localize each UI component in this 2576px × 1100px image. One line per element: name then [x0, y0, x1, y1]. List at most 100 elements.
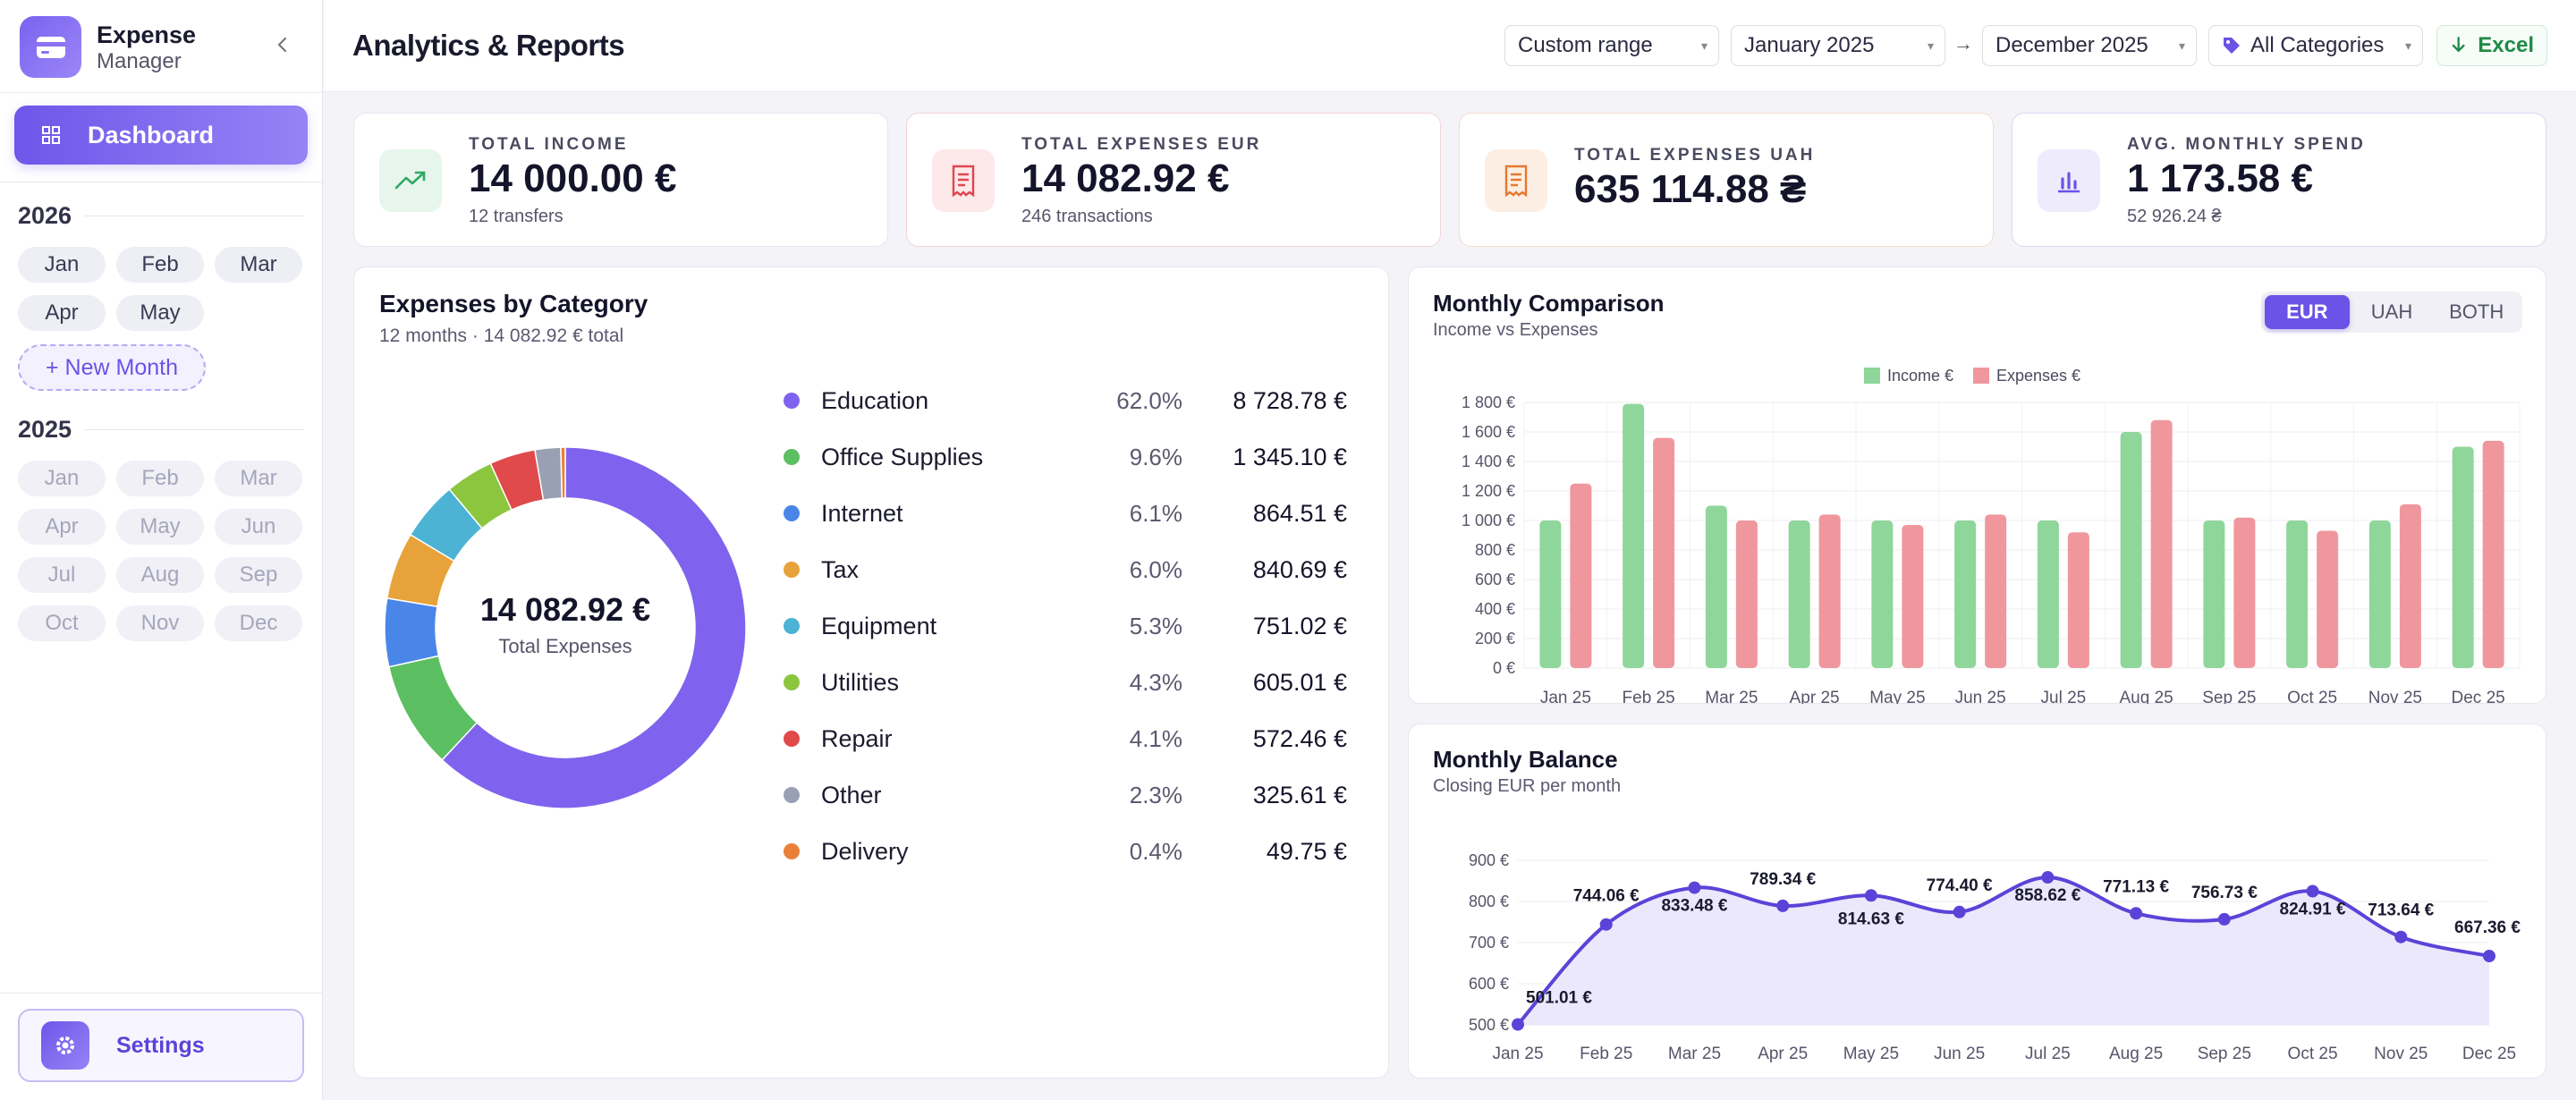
monthly-comparison-chart: 0 € 200 € 400 € 600 € 800 € 1 000 € 1 200 € 1 4…: [1462, 367, 2521, 704]
wallet-icon: [20, 16, 81, 78]
to-month-select[interactable]: December 2025 ▾: [1982, 25, 2197, 66]
month-pill[interactable]: Aug: [116, 557, 204, 593]
month-pill[interactable]: Jun: [215, 509, 302, 545]
new-month-button[interactable]: + New Month: [18, 344, 206, 391]
month-pill[interactable]: Dec: [215, 605, 302, 641]
category-legend-row[interactable]: Internet 6.1% 864.51 €: [784, 495, 1347, 531]
bar-income[interactable]: [1788, 520, 1810, 668]
brand-title: Expense: [97, 21, 197, 48]
month-pill[interactable]: Mar: [215, 247, 302, 283]
toggle-uah[interactable]: UAH: [2370, 300, 2413, 323]
kpi-label: TOTAL INCOME: [469, 135, 629, 154]
bar-income[interactable]: [2203, 520, 2225, 668]
category-legend-row[interactable]: Other 2.3% 325.61 €: [784, 777, 1347, 813]
toggle-both[interactable]: BOTH: [2449, 300, 2504, 323]
bar-expenses[interactable]: [1570, 483, 1592, 668]
category-name: Office Supplies: [821, 443, 984, 470]
bar-income[interactable]: [2037, 520, 2059, 668]
y-tick-label: 1 000 €: [1462, 512, 1515, 529]
month-pill[interactable]: Feb: [116, 247, 204, 283]
bar-expenses[interactable]: [1653, 437, 1675, 668]
settings-button[interactable]: Settings: [18, 1009, 304, 1082]
balance-point[interactable]: [1953, 905, 1966, 918]
balance-point[interactable]: [2483, 950, 2496, 963]
category-name: Tax: [821, 555, 860, 583]
month-pill[interactable]: Jul: [18, 557, 106, 593]
monthly-comparison-panel: [1408, 267, 2546, 704]
bar-expenses[interactable]: [2482, 440, 2504, 668]
category-legend-row[interactable]: Delivery 0.4% 49.75 €: [784, 833, 1347, 869]
month-pill[interactable]: May: [116, 295, 204, 331]
collapse-sidebar-button[interactable]: [268, 30, 297, 59]
y-tick-label: 1 200 €: [1462, 482, 1515, 500]
data-label: 744.06 €: [1573, 887, 1640, 906]
bar-income[interactable]: [1539, 520, 1562, 668]
category-legend-row[interactable]: Education 62.0% 8 728.78 €: [784, 383, 1347, 419]
category-legend-row[interactable]: Equipment 5.3% 751.02 €: [784, 608, 1347, 644]
x-tick-label: Jul 25: [2025, 1045, 2071, 1063]
balance-point[interactable]: [1688, 881, 1701, 894]
bar-income[interactable]: [1705, 505, 1727, 669]
month-pill[interactable]: Feb: [116, 461, 204, 496]
bar-income[interactable]: [1954, 520, 1977, 668]
bar-income[interactable]: [2120, 432, 2142, 668]
balance-line: [1516, 876, 2490, 1026]
category-legend-row[interactable]: Repair 4.1% 572.46 €: [784, 721, 1347, 757]
legend-label: Income €: [1887, 367, 1953, 385]
bar-income[interactable]: [2286, 520, 2309, 668]
x-tick-label: Oct 25: [2287, 689, 2337, 704]
balance-point[interactable]: [2130, 907, 2143, 920]
bar-income[interactable]: [1623, 403, 1645, 668]
month-pill[interactable]: Sep: [215, 557, 302, 593]
from-month-select[interactable]: January 2025 ▾: [1731, 25, 1945, 66]
month-pill[interactable]: Jan: [18, 247, 106, 283]
month-pill[interactable]: Nov: [116, 605, 204, 641]
month-pill[interactable]: Apr: [18, 509, 106, 545]
excel-export-button[interactable]: Excel: [2436, 25, 2547, 66]
bar-expenses[interactable]: [2067, 532, 2089, 668]
bar-expenses[interactable]: [1902, 524, 1924, 668]
month-pill[interactable]: Mar: [215, 461, 302, 496]
bar-expenses[interactable]: [2317, 530, 2339, 668]
sidebar-item-dashboard[interactable]: Dashboard: [14, 106, 308, 165]
bar-income[interactable]: [1871, 520, 1894, 668]
to-month-value: December 2025: [1996, 33, 2148, 57]
category-legend-row[interactable]: Utilities 4.3% 605.01 €: [784, 664, 1347, 700]
year-header-2025: 2025: [18, 416, 304, 444]
x-tick-label: Aug 25: [2109, 1045, 2163, 1063]
x-tick-label: Mar 25: [1668, 1045, 1721, 1063]
toggle-eur[interactable]: EUR: [2265, 295, 2350, 329]
balance-point[interactable]: [1776, 899, 1790, 912]
balance-point[interactable]: [2394, 930, 2408, 943]
donut-slice-delivery[interactable]: [560, 446, 566, 499]
donut-slice-internet[interactable]: [384, 597, 440, 668]
balance-point[interactable]: [1512, 1018, 1524, 1031]
balance-point[interactable]: [2217, 912, 2231, 926]
bar-income[interactable]: [2452, 446, 2474, 669]
kpi-value: 14 082.92 €: [1021, 157, 1230, 200]
range-select-value: Custom range: [1518, 33, 1653, 57]
balance-point[interactable]: [1864, 889, 1877, 902]
bar-expenses[interactable]: [2399, 503, 2421, 668]
bar-expenses[interactable]: [2150, 419, 2173, 668]
bar-expenses[interactable]: [1735, 520, 1758, 668]
month-pill[interactable]: May: [116, 509, 204, 545]
category-legend-row[interactable]: Office Supplies 9.6% 1 345.10 €: [784, 439, 1347, 475]
bar-expenses[interactable]: [2233, 517, 2256, 668]
category-select[interactable]: All Categories ▾: [2208, 25, 2423, 66]
bar-income[interactable]: [2368, 520, 2391, 668]
x-tick-label: May 25: [1869, 689, 1925, 704]
x-tick-label: Sep 25: [2198, 1045, 2251, 1063]
category-legend-row[interactable]: Tax 6.0% 840.69 €: [784, 552, 1347, 588]
month-pill[interactable]: Apr: [18, 295, 106, 331]
month-pill[interactable]: Oct: [18, 605, 106, 641]
donut-slice-education[interactable]: [441, 446, 747, 809]
month-pill[interactable]: Jan: [18, 461, 106, 496]
bar-expenses[interactable]: [1818, 514, 1841, 668]
bar-expenses[interactable]: [1985, 514, 2007, 668]
range-select[interactable]: Custom range ▾: [1504, 25, 1719, 66]
balance-point[interactable]: [1599, 918, 1613, 931]
balance-point[interactable]: [2041, 871, 2055, 884]
balance-point[interactable]: [2306, 884, 2319, 898]
y-tick-label: 800 €: [1475, 541, 1515, 559]
